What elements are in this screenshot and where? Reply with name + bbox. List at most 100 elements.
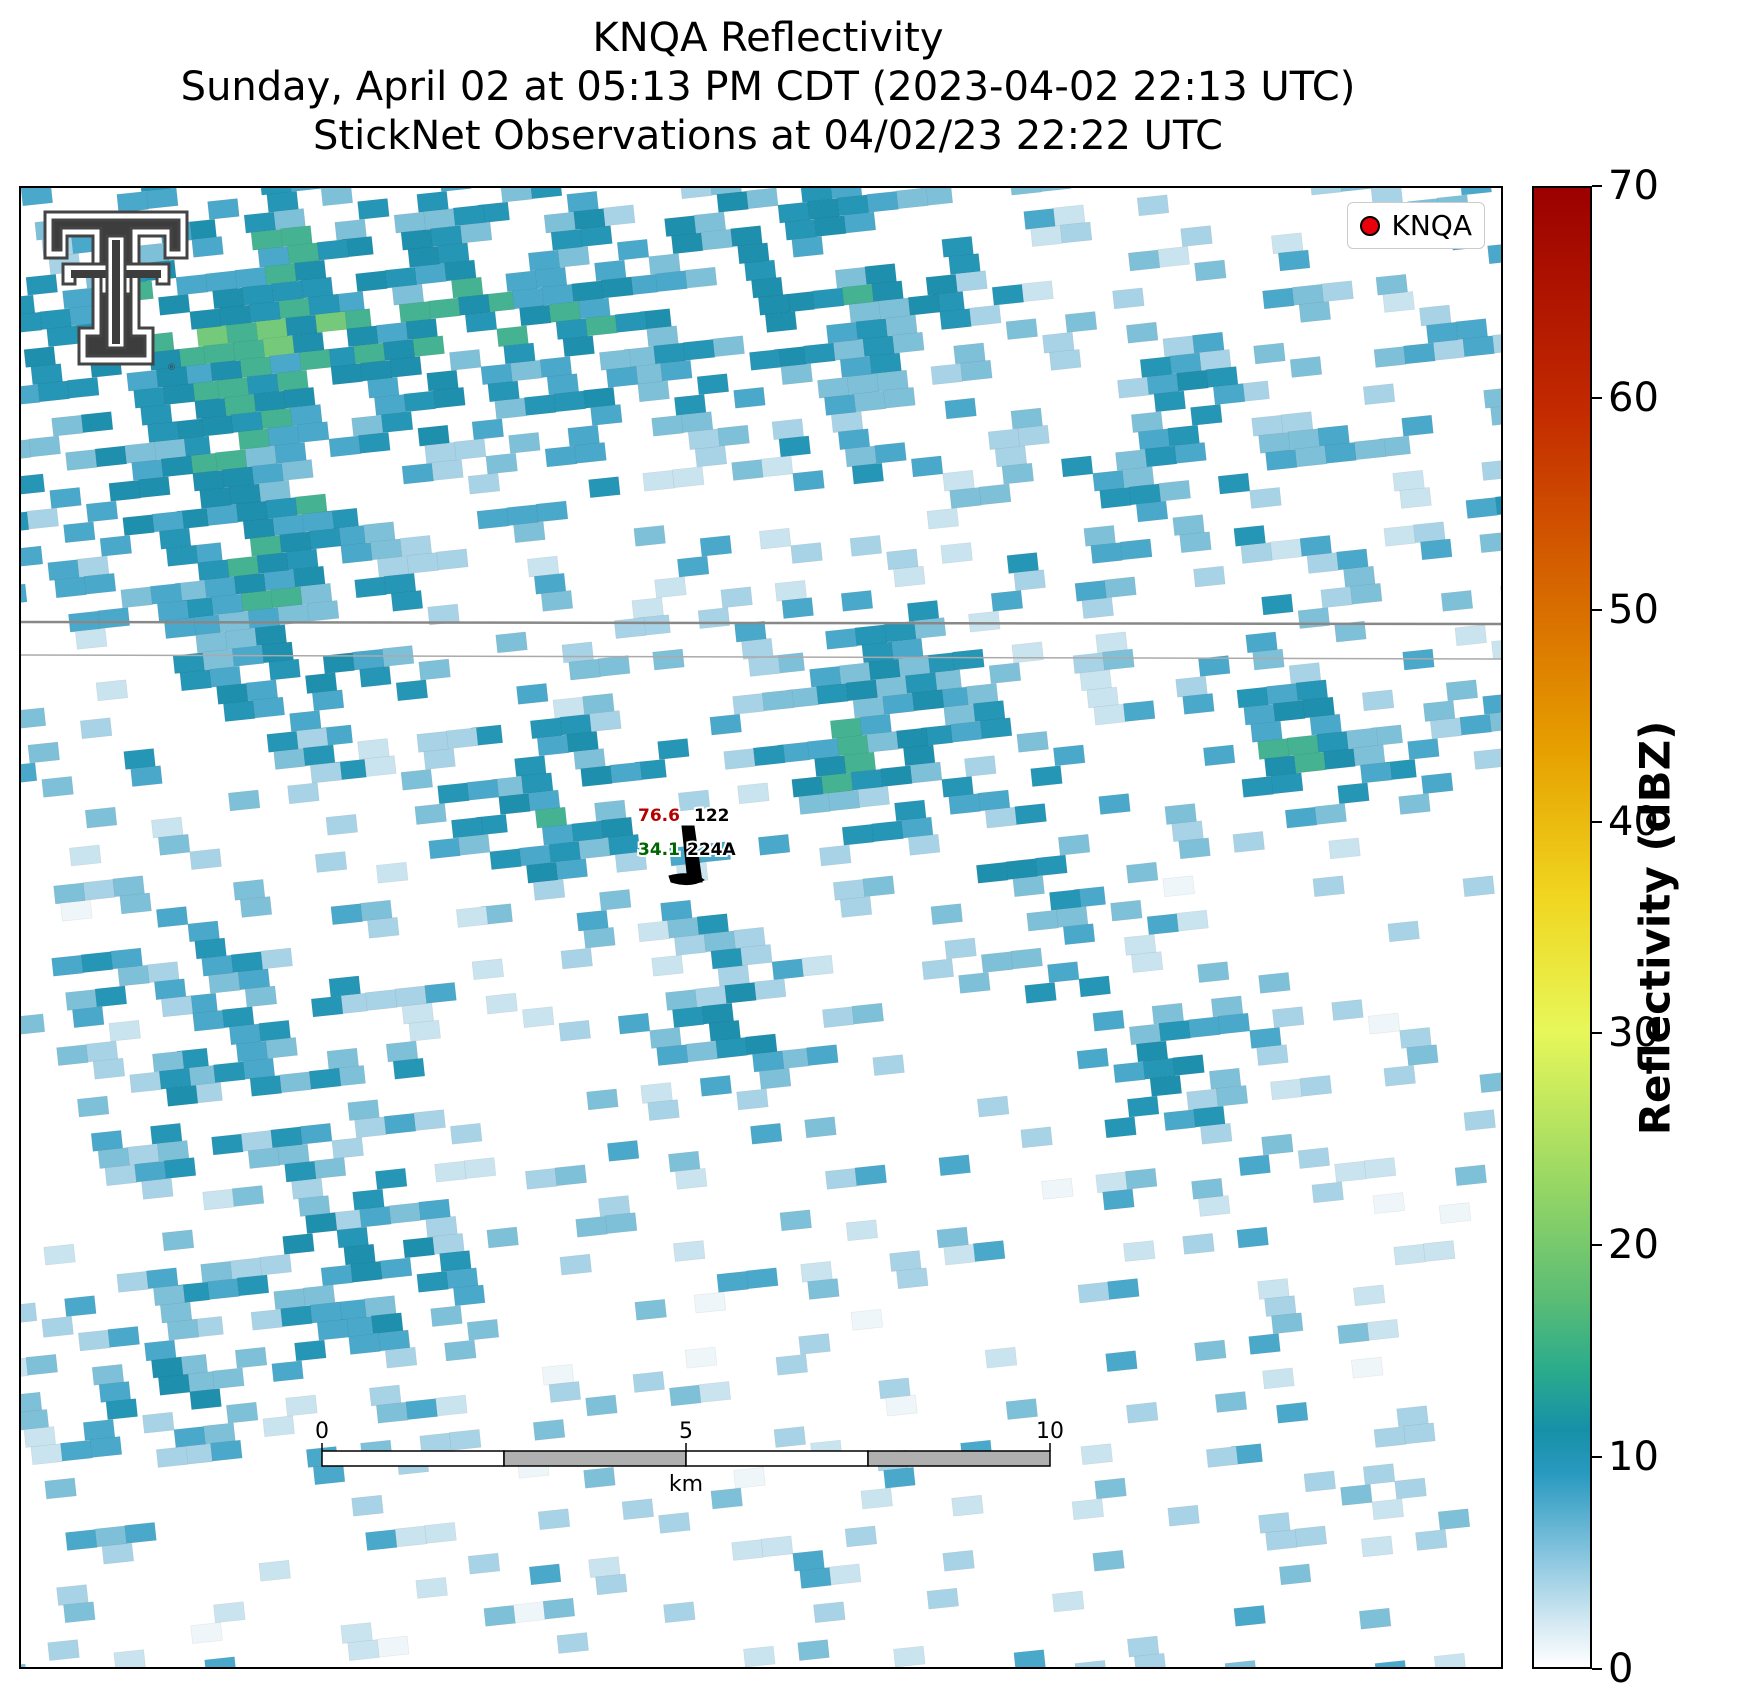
radar-map[interactable]: 76.6 122 34.1 224A 0 5 10 km KNQA [19, 186, 1503, 1669]
reflectivity-pixel [44, 1477, 77, 1500]
reflectivity-pixel [649, 1027, 682, 1049]
reflectivity-pixel [758, 527, 792, 550]
reflectivity-pixel [573, 748, 606, 770]
reflectivity-pixel [804, 1116, 837, 1139]
reflectivity-pixel [1094, 1477, 1127, 1500]
reflectivity-pixel [330, 363, 363, 386]
reflectivity-pixel [21, 583, 28, 606]
reflectivity-pixel [508, 431, 541, 454]
reflectivity-pixel [883, 1466, 916, 1489]
reflectivity-pixel [1052, 1590, 1085, 1613]
reflectivity-pixel [875, 675, 908, 698]
reflectivity-pixel [942, 469, 975, 492]
reflectivity-pixel [21, 1302, 38, 1325]
reflectivity-pixel [264, 263, 297, 285]
reflectivity-pixel [749, 349, 782, 371]
reflectivity-pixel [246, 373, 280, 396]
reflectivity-pixel [558, 1019, 591, 1042]
reflectivity-pixel [101, 1542, 135, 1565]
reflectivity-pixel [578, 837, 611, 860]
reflectivity-pixel [237, 968, 271, 991]
reflectivity-pixel [1095, 631, 1128, 654]
reflectivity-pixel [256, 552, 289, 574]
reflectivity-pixel [384, 266, 418, 289]
reflectivity-pixel [528, 1563, 562, 1586]
reflectivity-pixel [1258, 971, 1291, 994]
reflectivity-pixel [1266, 683, 1299, 705]
reflectivity-pixel [152, 510, 185, 533]
reflectivity-pixel [1217, 472, 1251, 495]
reflectivity-pixel [449, 349, 482, 371]
reflectivity-pixel [1093, 703, 1126, 726]
reflectivity-pixel [724, 982, 757, 1004]
reflectivity-pixel [1125, 861, 1159, 884]
road-line-upper [21, 620, 1501, 626]
reflectivity-pixel [296, 727, 329, 750]
reflectivity-pixel [1047, 961, 1080, 983]
reflectivity-pixel [975, 861, 1009, 884]
reflectivity-pixel [402, 1236, 436, 1259]
reflectivity-pixel [555, 318, 588, 340]
reflectivity-pixel [1102, 648, 1135, 671]
reflectivity-pixel [846, 373, 880, 396]
reflectivity-pixel [1186, 1088, 1219, 1111]
reflectivity-pixel [561, 641, 594, 664]
reflectivity-pixel [777, 201, 810, 224]
reflectivity-pixel [845, 679, 879, 702]
reflectivity-pixel [390, 590, 424, 612]
reflectivity-pixel [757, 833, 791, 856]
reflectivity-pixel [485, 452, 518, 475]
reflectivity-pixel [598, 1195, 631, 1217]
reflectivity-pixel [47, 1639, 80, 1662]
reflectivity-pixel [1479, 531, 1501, 554]
reflectivity-pixel [1482, 693, 1501, 715]
reflectivity-pixel [260, 947, 293, 970]
colorbar-tick-mark [1592, 608, 1602, 611]
chart-title: KNQA Reflectivity [592, 15, 944, 61]
reflectivity-pixel [424, 982, 457, 1004]
reflectivity-pixel [1107, 1278, 1140, 1300]
reflectivity-pixel [1026, 909, 1059, 932]
reflectivity-pixel [211, 593, 244, 616]
reflectivity-pixel [1197, 961, 1230, 983]
reflectivity-pixel [1440, 590, 1474, 612]
reflectivity-pixel [672, 1006, 705, 1029]
reflectivity-pixel [878, 297, 911, 320]
reflectivity-pixel [510, 359, 543, 382]
reflectivity-pixel [1135, 500, 1169, 523]
reflectivity-pixel [351, 1494, 384, 1517]
reflectivity-pixel [212, 1367, 245, 1390]
reflectivity-pixel [431, 459, 464, 481]
reflectivity-pixel [1095, 1171, 1128, 1194]
reflectivity-pixel [1273, 700, 1306, 722]
reflectivity-pixel [1293, 751, 1327, 774]
reflectivity-pixel [1371, 1498, 1405, 1521]
reflectivity-pixel [416, 190, 449, 213]
reflectivity-pixel [984, 806, 1018, 829]
reflectivity-pixel [1042, 331, 1075, 354]
reflectivity-pixel [308, 1067, 342, 1090]
reflectivity-pixel [274, 442, 307, 464]
reflectivity-pixel [555, 858, 588, 880]
reflectivity-pixel [851, 462, 885, 485]
reflectivity-pixel [885, 1394, 918, 1417]
reflectivity-pixel [1016, 730, 1049, 753]
scale-tick-5: 5 [679, 1419, 693, 1444]
reflectivity-pixel [930, 903, 963, 926]
reflectivity-pixel [83, 572, 117, 595]
reflectivity-pixel [1146, 373, 1180, 396]
reflectivity-pixel [1142, 1057, 1176, 1080]
reflectivity-pixel [658, 1511, 691, 1534]
reflectivity-pixel [1194, 259, 1227, 282]
reflectivity-pixel [648, 253, 681, 275]
reflectivity-pixel [1092, 1009, 1125, 1032]
reflectivity-pixel [907, 293, 941, 316]
reflectivity-pixel [257, 246, 290, 268]
reflectivity-pixel [98, 1381, 132, 1403]
reflectivity-pixel [1210, 995, 1244, 1018]
reflectivity-pixel [144, 1339, 177, 1362]
reflectivity-pixel [1122, 466, 1155, 489]
reflectivity-pixel [1193, 1105, 1226, 1128]
reflectivity-pixel [1205, 1446, 1239, 1468]
reflectivity-pixel [134, 1160, 167, 1183]
